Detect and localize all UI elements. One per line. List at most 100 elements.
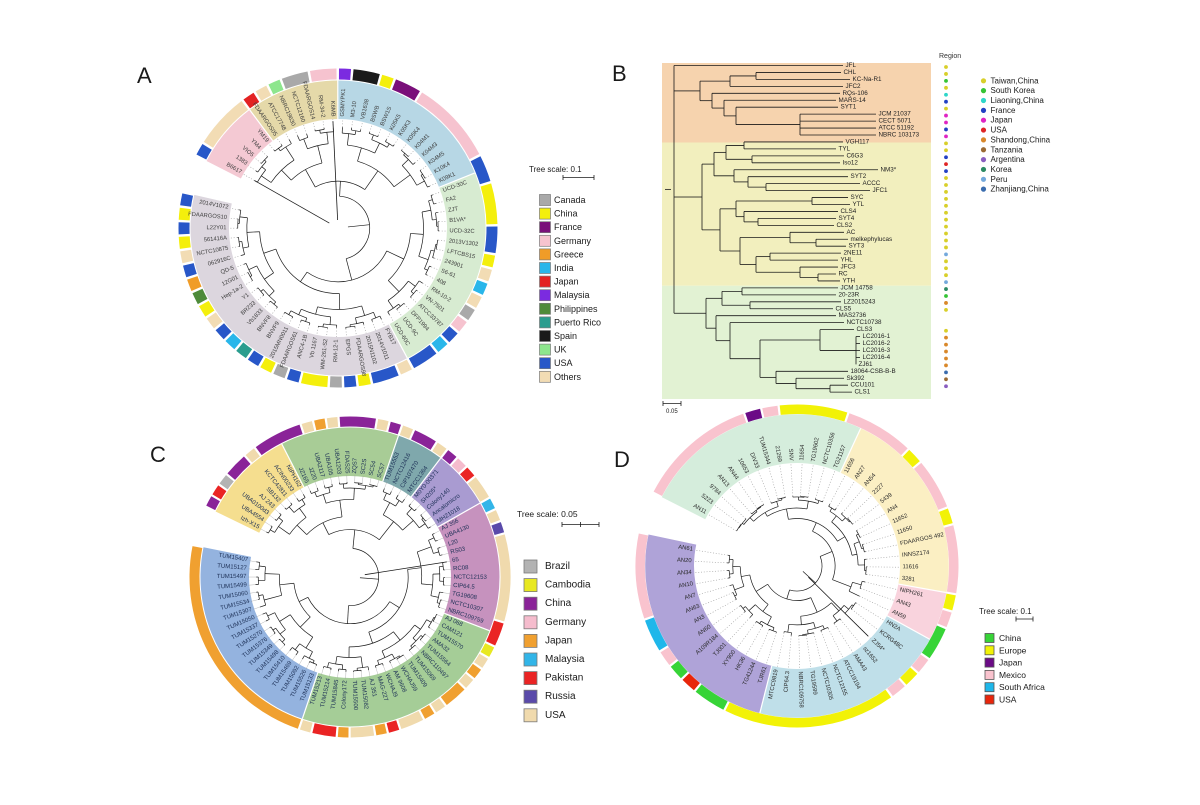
svg-text:MAS2736: MAS2736 [839, 312, 867, 319]
svg-text:France: France [991, 106, 1016, 115]
svg-text:JCM 21037: JCM 21037 [879, 111, 912, 118]
svg-text:South Korea: South Korea [991, 86, 1036, 95]
svg-text:AN20: AN20 [677, 558, 693, 565]
svg-text:CECT 5071: CECT 5071 [879, 118, 912, 125]
svg-text:LC2016-2: LC2016-2 [863, 340, 891, 347]
svg-text:Others: Others [554, 372, 582, 382]
svg-text:Sk392: Sk392 [847, 375, 865, 382]
svg-text:CLS5: CLS5 [836, 305, 852, 312]
svg-text:D: D [614, 447, 630, 472]
svg-text:CLS3: CLS3 [857, 326, 873, 333]
svg-text:RQs-106: RQs-106 [843, 90, 869, 97]
svg-text:Spain: Spain [554, 331, 577, 341]
svg-text:USA: USA [554, 358, 573, 368]
svg-text:RC08: RC08 [453, 565, 469, 572]
svg-text:SYT3: SYT3 [849, 243, 865, 250]
svg-text:ATCC 51192: ATCC 51192 [879, 125, 915, 132]
svg-text:Japan: Japan [991, 116, 1013, 125]
svg-text:NM3*: NM3* [881, 166, 897, 173]
svg-text:C: C [150, 442, 166, 467]
svg-text:CCU101: CCU101 [851, 382, 876, 389]
svg-text:Malaysia: Malaysia [554, 290, 590, 300]
svg-text:YHL: YHL [841, 257, 854, 264]
svg-text:Tree scale: 0.1: Tree scale: 0.1 [979, 607, 1032, 616]
svg-text:TUM15500: TUM15500 [351, 680, 358, 711]
svg-text:RC: RC [839, 271, 849, 278]
svg-text:NBRC 103173: NBRC 103173 [879, 132, 920, 139]
svg-text:SYT2: SYT2 [851, 173, 867, 180]
svg-text:Liaoning,China: Liaoning,China [991, 96, 1045, 105]
svg-text:Europe: Europe [999, 645, 1027, 655]
svg-text:LZ2015243: LZ2015243 [844, 298, 876, 305]
svg-text:Tree scale: 0.05: Tree scale: 0.05 [517, 509, 578, 519]
svg-text:China: China [999, 633, 1021, 643]
svg-text:CHL: CHL [844, 69, 857, 76]
svg-text:South Africa: South Africa [999, 682, 1045, 692]
svg-text:A: A [137, 63, 152, 88]
svg-text:SYT1: SYT1 [841, 104, 857, 111]
svg-text:Malaysia: Malaysia [545, 654, 585, 665]
svg-text:MARS-14: MARS-14 [839, 97, 867, 104]
svg-text:UCD-32C: UCD-32C [449, 228, 474, 235]
svg-text:TUM15497: TUM15497 [217, 574, 247, 580]
svg-text:YTH: YTH [843, 277, 856, 284]
svg-text:SYC: SYC [851, 194, 864, 201]
svg-text:China: China [545, 598, 572, 609]
svg-text:SNV: SNV [787, 448, 794, 461]
svg-text:B1VA*: B1VA* [449, 217, 467, 224]
svg-text:Canada: Canada [554, 195, 586, 205]
svg-text:Peru: Peru [991, 175, 1008, 184]
svg-text:JCM 14758: JCM 14758 [841, 284, 874, 291]
svg-text:GSMYPK1: GSMYPK1 [340, 88, 347, 116]
svg-text:France: France [554, 222, 582, 232]
svg-text:UK: UK [554, 345, 567, 355]
svg-text:USA: USA [991, 126, 1008, 135]
svg-text:FDAS25: FDAS25 [343, 451, 350, 475]
svg-text:NCTC12153: NCTC12153 [453, 575, 487, 581]
svg-text:Philippines: Philippines [554, 304, 598, 314]
svg-text:EPGS: EPGS [344, 339, 351, 356]
svg-text:KC-Na-R1: KC-Na-R1 [853, 76, 883, 83]
svg-text:Greece: Greece [554, 249, 584, 259]
svg-text:CLS1: CLS1 [855, 389, 871, 396]
svg-text:Shandong,China: Shandong,China [991, 135, 1051, 144]
svg-text:Region: Region [939, 53, 961, 60]
svg-text:AN34: AN34 [677, 570, 693, 577]
svg-text:C6G3: C6G3 [847, 152, 864, 159]
svg-text:B: B [612, 61, 627, 86]
svg-text:18064-CSB-B-B: 18064-CSB-B-B [851, 368, 896, 375]
svg-text:Argentina: Argentina [991, 155, 1026, 164]
svg-text:2NE11: 2NE11 [844, 250, 863, 257]
svg-text:Taiwan,China: Taiwan,China [991, 76, 1040, 85]
svg-text:Puerto Rico: Puerto Rico [554, 317, 601, 327]
svg-text:LC2016-3: LC2016-3 [863, 347, 891, 354]
svg-text:TYL: TYL [839, 145, 851, 152]
svg-text:SYT4: SYT4 [839, 215, 855, 222]
svg-text:Japan: Japan [545, 635, 572, 646]
svg-text:NBRC109758: NBRC109758 [797, 671, 804, 708]
svg-text:Mexico: Mexico [999, 670, 1026, 680]
svg-text:CLS4: CLS4 [841, 208, 857, 215]
svg-text:AC: AC [847, 229, 856, 236]
svg-text:Tree scale: 0.1: Tree scale: 0.1 [529, 165, 582, 174]
svg-text:Japan: Japan [999, 658, 1022, 668]
svg-text:LC2016-4: LC2016-4 [863, 354, 891, 361]
svg-text:VGH117: VGH117 [846, 138, 870, 145]
svg-text:India: India [554, 263, 574, 273]
svg-text:JFC2: JFC2 [846, 83, 862, 90]
svg-text:Colony172: Colony172 [341, 680, 348, 710]
svg-text:Iso12: Iso12 [843, 159, 859, 166]
svg-text:11616: 11616 [902, 564, 919, 570]
svg-text:Tanzania: Tanzania [991, 145, 1024, 154]
svg-text:11654: 11654 [799, 444, 806, 461]
svg-text:Germany: Germany [545, 617, 586, 628]
svg-text:ZQS7: ZQS7 [352, 457, 359, 474]
svg-text:Germany: Germany [554, 236, 592, 246]
svg-text:Brazil: Brazil [545, 561, 570, 572]
svg-text:JFC1: JFC1 [873, 187, 889, 194]
svg-text:K6MB: K6MB [329, 101, 336, 117]
svg-text:Russia: Russia [545, 691, 576, 702]
svg-text:0.05: 0.05 [666, 409, 678, 415]
svg-text:USA: USA [545, 710, 566, 721]
svg-text:YTL: YTL [853, 201, 865, 208]
